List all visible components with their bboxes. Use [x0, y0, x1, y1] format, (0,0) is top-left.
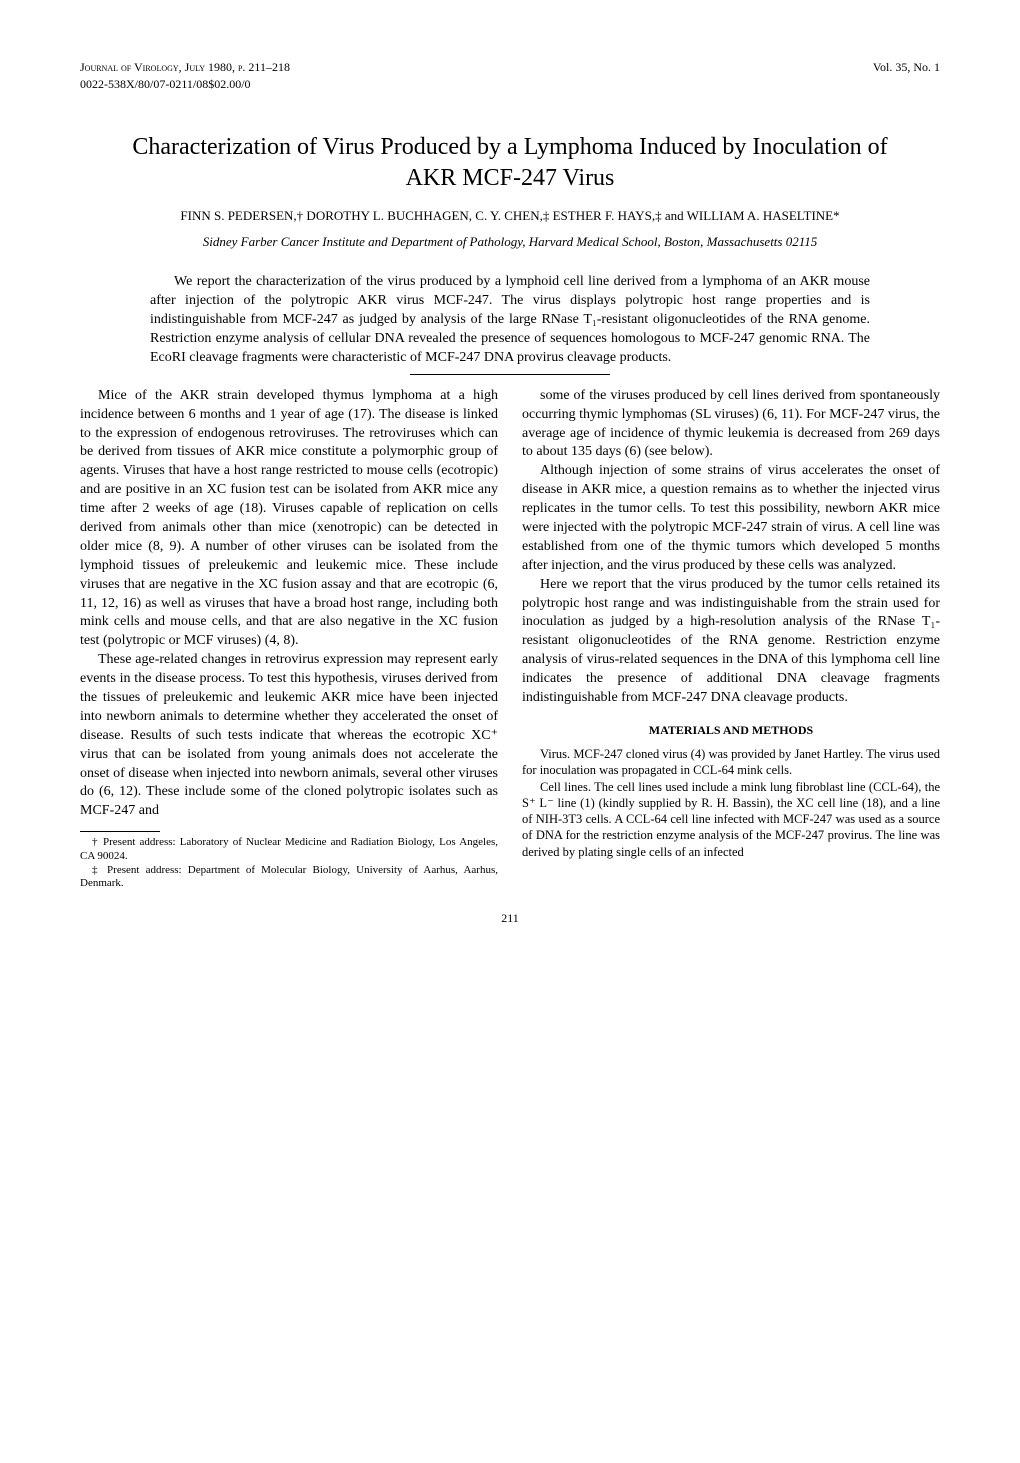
affiliation: Sidney Farber Cancer Institute and Depar…	[140, 234, 880, 251]
page-number: 211	[80, 911, 940, 926]
body-paragraph: These age-related changes in retrovirus …	[80, 651, 498, 821]
section-heading-methods: MATERIALS AND METHODS	[522, 722, 940, 738]
methods-paragraph: Cell lines. The cell lines used include …	[522, 779, 940, 860]
body-paragraph: some of the viruses produced by cell lin…	[522, 387, 940, 463]
page-header: Journal of Virology, July 1980, p. 211–2…	[80, 60, 940, 75]
journal-name: Journal of Virology, July 1980, p. 211–2…	[80, 60, 290, 74]
author-list: FINN S. PEDERSEN,† DOROTHY L. BUCHHAGEN,…	[80, 208, 940, 224]
issn-line: 0022-538X/80/07-0211/08$02.00/0	[80, 77, 940, 92]
footnote-divider	[80, 831, 160, 832]
methods-paragraph: Virus. MCF-247 cloned virus (4) was prov…	[522, 746, 940, 779]
journal-citation: Journal of Virology, July 1980, p. 211–2…	[80, 60, 290, 75]
body-paragraph: Here we report that the virus produced b…	[522, 576, 940, 708]
footnote: † Present address: Laboratory of Nuclear…	[80, 836, 498, 864]
footnote: ‡ Present address: Department of Molecul…	[80, 864, 498, 892]
right-column: some of the viruses produced by cell lin…	[522, 387, 940, 891]
body-paragraph: Although injection of some strains of vi…	[522, 462, 940, 575]
volume-issue: Vol. 35, No. 1	[873, 60, 940, 75]
body-paragraph: Mice of the AKR strain developed thymus …	[80, 387, 498, 651]
body-columns: Mice of the AKR strain developed thymus …	[80, 387, 940, 891]
left-column: Mice of the AKR strain developed thymus …	[80, 387, 498, 891]
abstract-divider	[410, 374, 610, 375]
article-title: Characterization of Virus Produced by a …	[120, 132, 900, 194]
abstract: We report the characterization of the vi…	[150, 273, 870, 367]
